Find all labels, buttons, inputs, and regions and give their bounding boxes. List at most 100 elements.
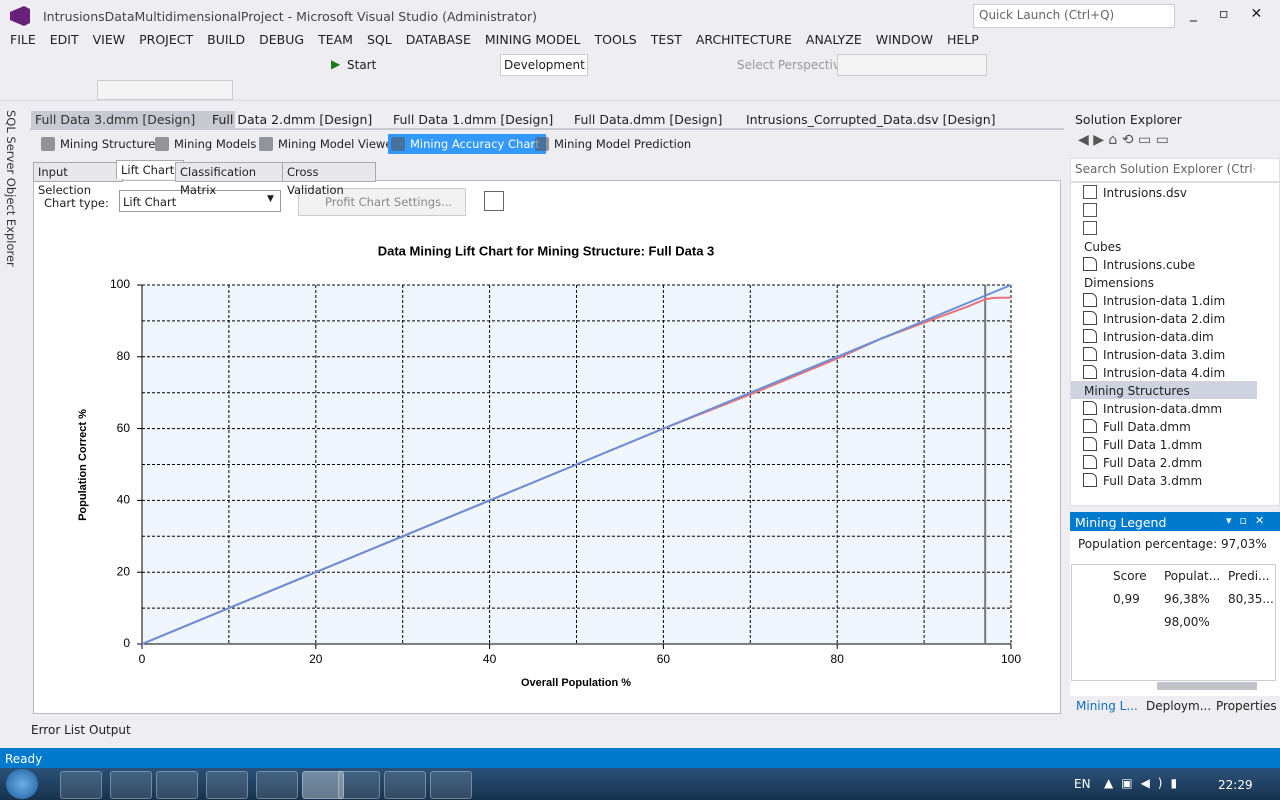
output-tab[interactable]: Output bbox=[89, 723, 131, 737]
vs-logo bbox=[10, 6, 30, 26]
solution-item[interactable]: IntrusionsDataMultidimension bbox=[1073, 202, 1269, 220]
item-label: Full Data 2.dmm bbox=[1103, 456, 1203, 470]
menu-item[interactable]: ARCHITECTURE bbox=[695, 32, 792, 47]
sub-tab[interactable]: Input Selection bbox=[33, 162, 123, 197]
taskbar-app[interactable] bbox=[302, 771, 344, 799]
solution-item[interactable]: Full Data.dmm bbox=[1073, 418, 1269, 436]
sub-tab[interactable]: Classification Matrix bbox=[175, 162, 289, 197]
solution-item[interactable]: Full Data 3.dmm bbox=[1073, 472, 1269, 490]
document-tab[interactable]: Full Data 2.dmm [Design] bbox=[212, 112, 373, 127]
menu-bar: FILE EDIT VIEW PROJECT BUILD DEBUG TEAM SQL DATA… bbox=[4, 32, 985, 47]
taskbar-clock[interactable]: 22:29 bbox=[1218, 778, 1253, 792]
item-label: Full Data 1.dmm bbox=[1103, 438, 1203, 452]
legend-scrollbar bbox=[1157, 682, 1257, 690]
designer-tab[interactable]: Mining Structure bbox=[38, 134, 161, 154]
toolbar-combo[interactable] bbox=[97, 80, 233, 100]
taskbar-app[interactable] bbox=[156, 771, 198, 799]
menu-item[interactable]: FILE bbox=[10, 32, 36, 47]
menu-item[interactable]: PROJECT bbox=[139, 32, 194, 47]
configuration-dropdown[interactable] bbox=[500, 54, 588, 76]
document-tab[interactable]: Intrusions_Corrupted_Data.dsv [Design] bbox=[746, 112, 996, 127]
sub-tab[interactable]: Lift Chart bbox=[116, 160, 184, 179]
window-controls[interactable]: _▫✕ bbox=[1190, 6, 1280, 22]
solution-item[interactable]: Intrusion-data 2.dim bbox=[1073, 310, 1269, 328]
legend-column-header: Score bbox=[1113, 569, 1147, 583]
legend-cell: 98,00% bbox=[1164, 615, 1210, 629]
menu-item[interactable]: TEAM bbox=[318, 32, 353, 47]
solution-explorer-toolbar: ◀ ▶ ⌂ ⟲ ▭ ▭ bbox=[1078, 132, 1169, 148]
chart-panel bbox=[33, 180, 1061, 714]
taskbar-app[interactable] bbox=[206, 771, 248, 799]
legend-controls[interactable]: ▾▫✕ bbox=[1226, 514, 1273, 527]
solution-item[interactable]: Intrusion-data 4.dim bbox=[1073, 364, 1269, 382]
designer-tab[interactable]: Mining Accuracy Chart bbox=[388, 134, 546, 154]
sub-tab[interactable]: Cross Validation bbox=[282, 162, 376, 197]
solution-item[interactable]: Intrusion-data.dmm bbox=[1073, 400, 1269, 418]
start-orb[interactable] bbox=[6, 769, 38, 799]
item-label: Intrusion-data.dmm bbox=[1103, 402, 1223, 416]
quick-launch-placeholder: Quick Launch (Ctrl+Q) bbox=[979, 8, 1115, 22]
window-title: IntrusionsDataMultidimensionalProject - … bbox=[43, 9, 538, 24]
item-label: Intrusion-data.dim bbox=[1103, 330, 1214, 344]
menu-item[interactable]: WINDOW bbox=[875, 32, 933, 47]
document-tab[interactable]: Full Data 1.dmm [Design] bbox=[393, 112, 554, 127]
solution-item[interactable]: Intrusion-data 3.dim bbox=[1073, 346, 1269, 364]
menu-item[interactable]: EDIT bbox=[49, 32, 79, 47]
tool-tab[interactable]: Properties bbox=[1216, 699, 1277, 713]
copy-button[interactable] bbox=[484, 191, 504, 211]
solution-item[interactable]: Intrusions_Corrupted_Data.ds bbox=[1073, 220, 1269, 238]
taskbar-app[interactable] bbox=[60, 771, 102, 799]
taskbar-app[interactable] bbox=[430, 771, 472, 799]
population-percentage: Population percentage: 97,03% bbox=[1078, 537, 1267, 551]
taskbar-language[interactable]: EN bbox=[1074, 777, 1091, 791]
chart-type-dropdown[interactable] bbox=[119, 190, 281, 212]
taskbar-app[interactable] bbox=[384, 771, 426, 799]
solution-item[interactable]: Full Data 2.dmm bbox=[1073, 454, 1269, 472]
start-button[interactable]: ▶ bbox=[331, 57, 341, 71]
legend-grid bbox=[1071, 564, 1276, 681]
legend-title: Mining Legend bbox=[1075, 515, 1167, 530]
designer-tab[interactable]: Mining Model Prediction bbox=[532, 134, 697, 154]
solution-folder[interactable]: Cubes bbox=[1084, 240, 1122, 254]
solution-item[interactable]: Intrusions.dsv bbox=[1073, 184, 1269, 202]
solution-item[interactable]: Intrusions.cube bbox=[1073, 256, 1269, 274]
taskbar-app[interactable] bbox=[338, 771, 380, 799]
solution-explorer-title: Solution Explorer bbox=[1075, 112, 1182, 127]
designer-tab[interactable]: Mining Models bbox=[152, 134, 262, 154]
side-tab[interactable]: SQL Server Object Explorer bbox=[4, 110, 18, 267]
menu-item[interactable]: SQL bbox=[366, 32, 392, 47]
quick-launch[interactable] bbox=[973, 4, 1175, 28]
perspective-label: Select Perspective bbox=[737, 58, 848, 72]
profit-button[interactable] bbox=[298, 188, 466, 216]
tool-tab[interactable]: Mining L... bbox=[1076, 699, 1138, 713]
output-tab[interactable]: Error List bbox=[31, 723, 86, 737]
perspective-dropdown[interactable] bbox=[837, 54, 987, 76]
document-tab[interactable]: Full Data.dmm [Design] bbox=[574, 112, 723, 127]
item-label: Intrusion-data 2.dim bbox=[1103, 312, 1226, 326]
solution-folder[interactable]: Mining Structures bbox=[1084, 384, 1190, 398]
solution-item[interactable]: Intrusion-data 1.dim bbox=[1073, 292, 1269, 310]
status-text: Ready bbox=[5, 752, 43, 766]
menu-item[interactable]: ANALYZE bbox=[805, 32, 862, 47]
solution-folder[interactable]: Dimensions bbox=[1084, 276, 1155, 290]
menu-item[interactable]: MINING MODEL bbox=[484, 32, 581, 47]
menu-item[interactable]: VIEW bbox=[92, 32, 126, 47]
solution-item[interactable]: Intrusion-data.dim bbox=[1073, 328, 1269, 346]
designer-tab[interactable]: Mining Model Viewer bbox=[256, 134, 403, 154]
item-label: Intrusion-data 1.dim bbox=[1103, 294, 1226, 308]
menu-item[interactable]: DEBUG bbox=[259, 32, 305, 47]
legend-cell: 96,38% bbox=[1164, 592, 1210, 606]
menu-item[interactable]: TEST bbox=[650, 32, 682, 47]
taskbar-app[interactable] bbox=[256, 771, 298, 799]
menu-item[interactable]: TOOLS bbox=[594, 32, 637, 47]
solution-search[interactable] bbox=[1070, 158, 1280, 182]
taskbar bbox=[0, 768, 1280, 800]
tool-tab[interactable]: Deploym... bbox=[1146, 699, 1212, 713]
menu-item[interactable]: HELP bbox=[947, 32, 979, 47]
solution-item[interactable]: Full Data 1.dmm bbox=[1073, 436, 1269, 454]
menu-item[interactable]: BUILD bbox=[207, 32, 246, 47]
taskbar-app[interactable] bbox=[110, 771, 152, 799]
menu-item[interactable]: DATABASE bbox=[405, 32, 471, 47]
document-tab[interactable]: Full Data 3.dmm [Design] bbox=[31, 111, 236, 129]
item-label: Intrusion-data 4.dim bbox=[1103, 366, 1226, 380]
